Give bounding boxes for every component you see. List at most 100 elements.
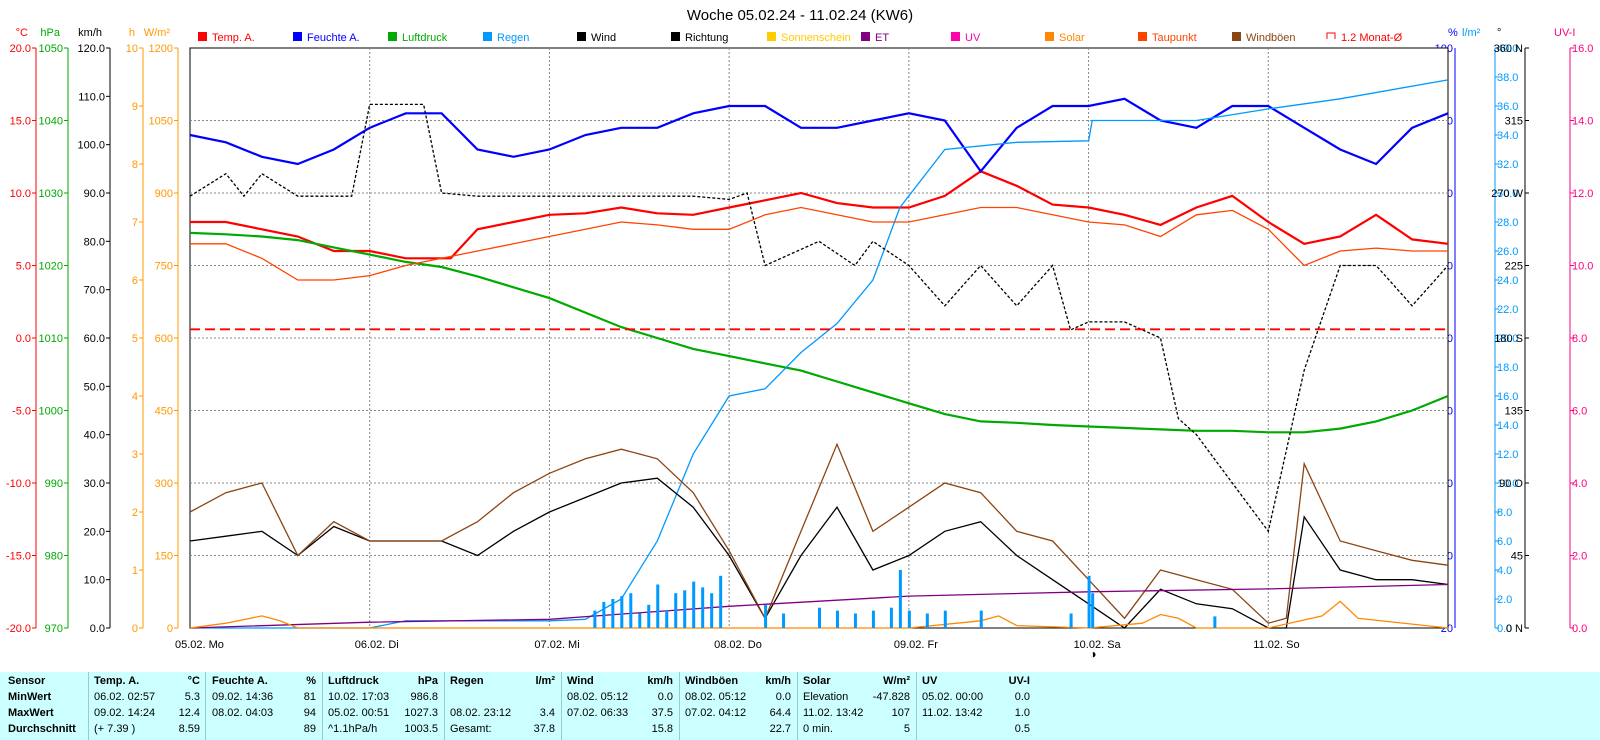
series-lines (189, 79, 1449, 629)
x-tick-label: 10.02. Sa (1074, 639, 1122, 651)
stats-cell-label: 10.02. 17:03 (328, 691, 390, 703)
right-axis-tick-label: 315 (1505, 116, 1523, 128)
left-axis-tick-label: 8 (132, 159, 138, 171)
legend-swatch (1326, 32, 1336, 39)
x-tick-label: 09.02. Fr (894, 639, 938, 651)
right-axis-tick-label: 180 S (1494, 333, 1523, 345)
stats-unit-luftdruck: hPa (417, 675, 438, 687)
legend-label: ET (875, 32, 889, 44)
legend-swatch (671, 32, 680, 41)
rain-bar (674, 593, 678, 628)
left-axis-tick-label: 900 (155, 188, 173, 200)
stats-cell-label: Gesamt: (450, 723, 492, 735)
left-axis-tick-label: 0.0 (16, 333, 31, 345)
right-axis-unit: % (1448, 27, 1458, 39)
rain-bar (782, 613, 786, 628)
stats-col-wind: Wind km/h 08.02. 05:12 0.0 07.02. 06:33 37.5 1… (567, 672, 673, 740)
stats-cell-value: 0.5 (1014, 723, 1030, 735)
stats-cell-value: 89 (303, 723, 316, 735)
separator (322, 672, 323, 740)
stats-cell-label: 05.02. 00:00 (922, 691, 984, 703)
left-axis-tick-label: 40.0 (84, 430, 105, 442)
rain-bar (1091, 593, 1095, 628)
stats-row-label-min: MinWert (8, 691, 52, 703)
right-axis-tick-label: 38.0 (1497, 72, 1518, 84)
legend-label: Regen (497, 32, 529, 44)
rain-bar (1213, 616, 1217, 628)
stats-unit-feuchte: % (306, 675, 316, 687)
left-axis-tick-label: 1200 (149, 43, 173, 55)
rain-bar (889, 607, 893, 628)
left-axis-tick-label: 15.0 (10, 116, 31, 128)
stats-cell-value: 1003.5 (404, 723, 438, 735)
right-axis-tick-label: 12.0 (1572, 188, 1593, 200)
x-tick-label: 07.02. Mi (534, 639, 579, 651)
stats-unit-wind: km/h (647, 675, 673, 687)
series-line-luftdruck (189, 231, 1449, 434)
rain-bar (665, 610, 669, 628)
left-axis-tick-label: 0 (167, 623, 173, 635)
left-axis-unit: hPa (40, 27, 60, 39)
left-axis-tick-label: 0 (132, 623, 138, 635)
legend-label: Solar (1059, 32, 1085, 44)
stats-col-luftdruck: Luftdruck hPa 10.02. 17:03 986.8 05.02. 00:5… (328, 672, 438, 740)
chart-title: Woche 05.02.24 - 11.02.24 (KW6) (687, 7, 913, 24)
stats-cell-value: 94 (303, 707, 316, 719)
right-axis-tick-label: 4.0 (1497, 565, 1512, 577)
left-axis-tick-label: 50.0 (84, 381, 105, 393)
stats-cell-label: 11.02. 13:42 (803, 707, 864, 719)
stats-cell-value: 5 (903, 723, 910, 735)
left-axis-unit: h (129, 27, 135, 39)
left-axis-tick-label: 5 (132, 333, 138, 345)
left-axis-tick-label: 0.0 (90, 623, 105, 635)
right-axis-tick-label: 10.0 (1497, 478, 1518, 490)
legend-swatch (951, 32, 960, 41)
right-axis-tick-label: 14.0 (1497, 420, 1518, 432)
stats-header-feuchte: Feuchte A. (212, 675, 268, 687)
stats-cell-value: 107 (891, 707, 910, 719)
right-axis-tick-label: 0.0 (1497, 623, 1512, 635)
stats-unit-uv: UV-I (1008, 675, 1030, 687)
stats-unit-regen: l/m² (535, 675, 555, 687)
weather-chart: Woche 05.02.24 - 11.02.24 (KW6) Temp. A.… (5, 7, 1594, 661)
stats-cell-value: 5.3 (184, 691, 200, 703)
stats-cell-value: 37.5 (651, 707, 673, 719)
stats-cell-label: Elevation (803, 691, 849, 703)
left-axis-tick-label: 10.0 (10, 188, 31, 200)
rain-bar (818, 607, 821, 628)
stats-row-label-avg: Durchschnitt (8, 723, 76, 735)
separator (205, 672, 206, 740)
stats-cell-value: 22.7 (769, 723, 791, 735)
right-axis-tick-label: 18.0 (1497, 362, 1518, 374)
right-axis-tick-label: 12.0 (1497, 449, 1518, 461)
left-axis-tick-label: 6 (132, 275, 138, 287)
statistics-panel: Sensor MinWert MaxWert Durchschnitt Temp… (0, 672, 1600, 740)
separator (916, 672, 917, 740)
right-axis-tick-label: 2.0 (1572, 551, 1587, 563)
left-axis-tick-label: -10.0 (6, 478, 31, 490)
right-axis-tick-label: 8.0 (1497, 507, 1512, 519)
rain-bar (656, 584, 660, 628)
left-axis-unit: W/m² (144, 27, 171, 39)
stats-header-solar: Solar (803, 675, 831, 687)
left-axis-tick-label: 1040 (39, 116, 63, 128)
right-axis-tick-label: 20.0 (1497, 333, 1518, 345)
left-axis-tick-label: 2 (132, 507, 138, 519)
legend-swatch (767, 32, 776, 41)
legend-swatch (388, 32, 397, 41)
left-axis-tick-label: 1 (132, 565, 138, 577)
right-axis-tick-label: 135 (1505, 406, 1523, 418)
stats-cell-value: 3.4 (539, 707, 555, 719)
rain-bar (835, 610, 839, 628)
separator (561, 672, 562, 740)
stats-cell-label: 08.02. 04:03 (212, 707, 274, 719)
stats-cell-value: 0.0 (1014, 691, 1030, 703)
legend-label: Richtung (685, 32, 728, 44)
stats-col-boeen: Windböen km/h 08.02. 05:12 0.0 07.02. 04:12 6… (685, 672, 791, 740)
stats-cell-value: -47.828 (872, 691, 910, 703)
stats-cell-label: 07.02. 04:12 (685, 707, 747, 719)
x-tick-label: 06.02. Di (355, 639, 399, 651)
stats-cell-value: 64.4 (769, 707, 791, 719)
stats-cell-value: 37.8 (533, 723, 555, 735)
right-axis-tick-label: 36.0 (1497, 101, 1518, 113)
